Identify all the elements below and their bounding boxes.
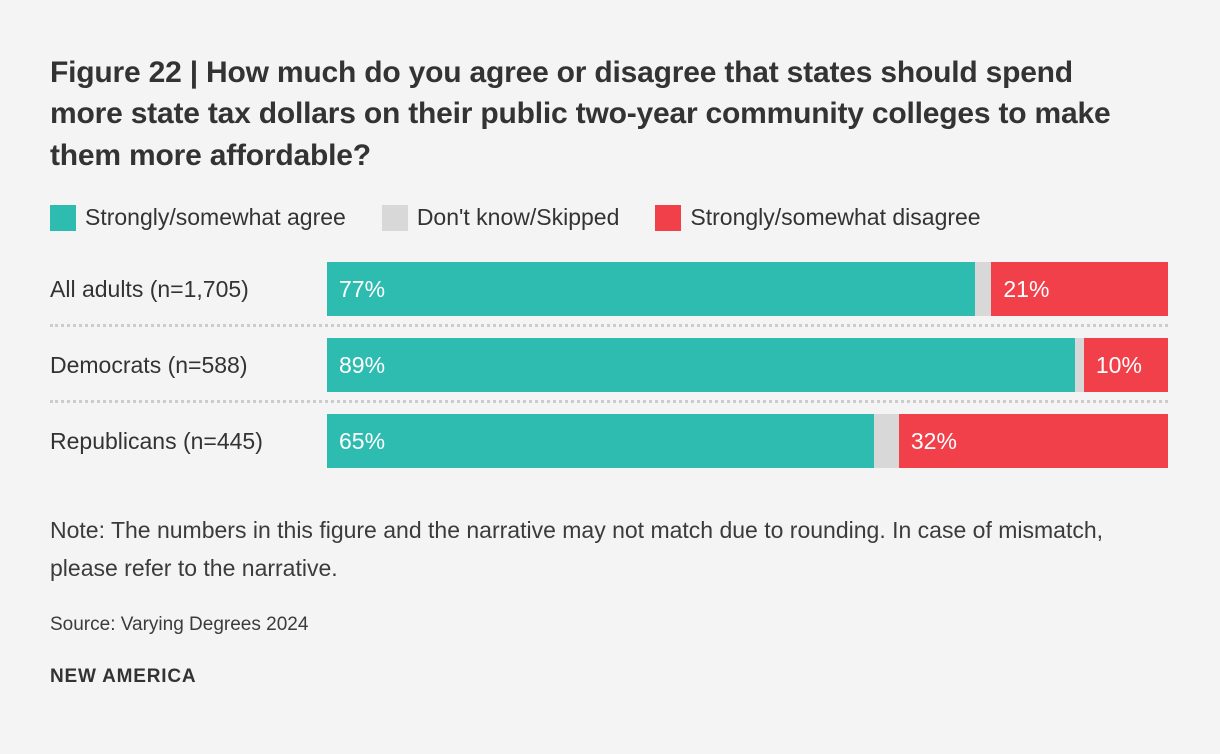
segment-value-label: 21%	[1003, 275, 1050, 302]
segment-agree: 89%	[327, 338, 1076, 393]
segment-disagree: 21%	[991, 262, 1168, 317]
segment-disagree: 10%	[1083, 338, 1168, 393]
segment-value-label: 89%	[339, 351, 386, 378]
figure-source: Source: Varying Degrees 2024	[50, 614, 309, 636]
bar-row-republicans: Republicans (n=445) 65% 32%	[50, 414, 1168, 469]
segment-agree: 77%	[327, 262, 975, 317]
new-america-logo: NEW AMERICA	[50, 666, 197, 688]
bar-republicans: 65% 32%	[327, 414, 1168, 469]
row-label-republicans: Republicans (n=445)	[50, 427, 263, 454]
bar-democrats: 89% 10%	[327, 338, 1168, 393]
segment-agree: 65%	[327, 414, 874, 469]
segment-dont-know	[1075, 338, 1084, 393]
figure-note: Note: The numbers in this figure and the…	[50, 517, 1104, 582]
bar-all-adults: 77% 21%	[327, 262, 1168, 317]
row-separator	[50, 400, 1168, 404]
segment-value-label: 10%	[1095, 351, 1142, 378]
row-label-all-adults: All adults (n=1,705)	[50, 275, 249, 302]
legend-swatch-agree	[50, 204, 76, 231]
segment-disagree: 32%	[898, 414, 1168, 469]
row-label-democrats: Democrats (n=588)	[50, 351, 248, 378]
segment-value-label: 77%	[339, 275, 386, 302]
legend-swatch-dont-know	[381, 204, 408, 231]
legend: Strongly/somewhat agree Don't know/Skipp…	[50, 204, 1168, 231]
row-separator	[50, 324, 1168, 328]
bar-chart: All adults (n=1,705) 77% 21% Democrats (…	[50, 262, 1168, 469]
figure-title: Figure 22 | How much do you agree or dis…	[50, 56, 1111, 172]
legend-item-disagree: Strongly/somewhat disagree	[655, 204, 981, 231]
segment-value-label: 32%	[910, 427, 957, 454]
legend-item-dont-know: Don't know/Skipped	[381, 204, 620, 231]
segment-dont-know	[974, 262, 992, 317]
bar-row-democrats: Democrats (n=588) 89% 10%	[50, 338, 1168, 393]
legend-label-agree: Strongly/somewhat agree	[85, 204, 346, 231]
segment-value-label: 65%	[339, 427, 386, 454]
bar-row-all-adults: All adults (n=1,705) 77% 21%	[50, 262, 1168, 317]
legend-swatch-disagree	[655, 204, 682, 231]
legend-label-disagree: Strongly/somewhat disagree	[690, 204, 981, 231]
legend-label-dont-know: Don't know/Skipped	[416, 204, 620, 231]
legend-item-agree: Strongly/somewhat agree	[50, 204, 346, 231]
segment-dont-know	[873, 414, 899, 469]
